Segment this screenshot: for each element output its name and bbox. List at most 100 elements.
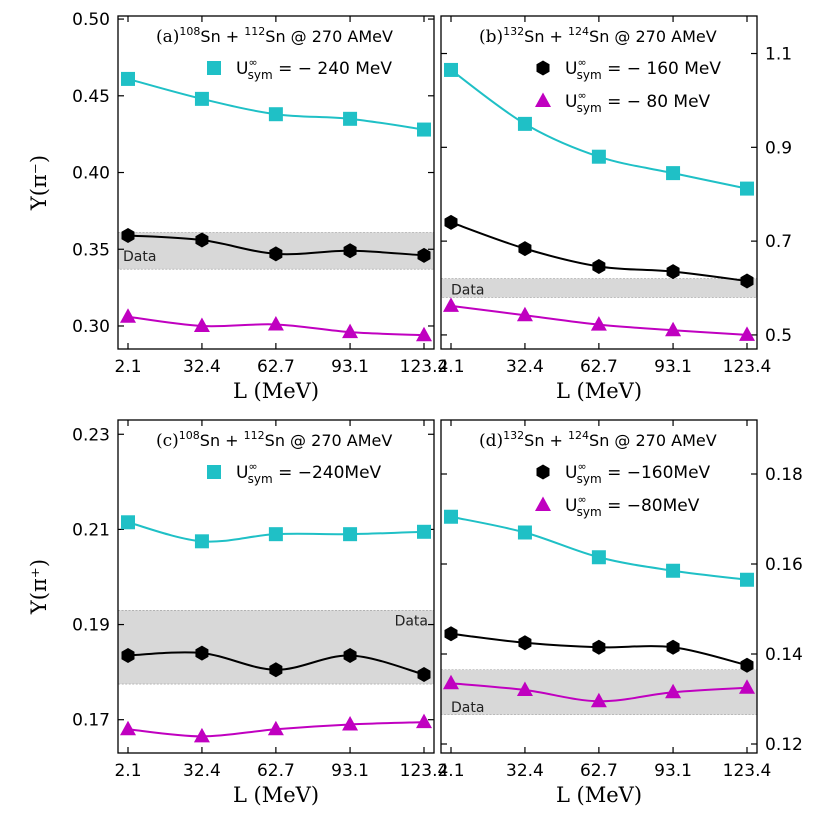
legend-sub: sym xyxy=(577,472,602,486)
legend-marker-soft xyxy=(536,60,550,76)
x-axis-title: L (MeV) xyxy=(556,379,642,403)
x-tick-label: 123.4 xyxy=(400,761,449,781)
marker-stiff xyxy=(121,515,135,530)
element-symbol: Sn xyxy=(524,27,544,46)
beam-energy: @ 270 AMeV xyxy=(609,27,716,46)
x-tick-label: 62.7 xyxy=(580,761,618,781)
marker-super_soft xyxy=(443,297,459,312)
marker-super_soft xyxy=(739,326,755,341)
legend-marker-stiff xyxy=(207,61,221,75)
marker-stiff xyxy=(417,524,431,539)
x-tick-label: 32.4 xyxy=(506,357,544,377)
x-tick-label: 32.4 xyxy=(506,761,544,781)
series-line-stiff xyxy=(450,69,748,190)
panel-c: Data 2.1 32.4 62.7 93.1 123.4 0.17 0.19 0.21 0.23… xyxy=(27,419,449,807)
legend-sup: ∞ xyxy=(248,460,257,473)
legend-sup: ∞ xyxy=(577,56,586,69)
marker-stiff xyxy=(194,534,209,549)
marker-soft xyxy=(121,647,135,663)
y-tick-label: 0.12 xyxy=(765,735,803,755)
marker-stiff xyxy=(740,572,754,587)
series-line-stiff xyxy=(450,515,748,581)
legend-value: = −160MeV xyxy=(602,463,711,483)
marker-super_soft xyxy=(416,326,432,342)
marker-stiff xyxy=(666,166,681,181)
marker-stiff xyxy=(591,550,606,565)
marker-super_soft xyxy=(590,692,607,708)
legend-sub: sym xyxy=(577,101,602,115)
marker-stiff xyxy=(517,525,532,540)
marker-soft xyxy=(417,667,431,683)
marker-super_soft xyxy=(267,315,284,331)
panel-b: Data 2.1 32.4 62.7 93.1 123.4 0.5 0.7 0.9 1.1 L (M… xyxy=(437,15,792,403)
marker-super_soft xyxy=(416,713,432,729)
marker-stiff xyxy=(268,527,283,542)
marker-soft xyxy=(592,639,606,655)
legend-u: U xyxy=(565,463,577,483)
marker-super_soft xyxy=(665,321,682,337)
legend-entry: U∞ sym = − 240 MeV xyxy=(236,56,392,82)
marker-super_soft xyxy=(443,674,459,690)
marker-super_soft xyxy=(120,308,136,323)
mass-number: 132 xyxy=(503,429,524,442)
marker-super_soft xyxy=(193,727,210,743)
legend-entry: U∞ sym = −240MeV xyxy=(236,460,382,486)
data-band-label: Data xyxy=(451,282,484,298)
legend-entry: U∞ sym = − 80 MeV xyxy=(565,89,711,115)
marker-soft xyxy=(269,246,283,262)
y-tick-label: 0.40 xyxy=(72,164,110,184)
legend-entry: U∞ sym = − 160 MeV xyxy=(565,56,721,82)
y-tick-label: 0.45 xyxy=(72,87,110,107)
mass-number: 132 xyxy=(503,25,524,38)
marker-stiff xyxy=(417,122,431,137)
data-band xyxy=(440,669,758,716)
element-symbol: Sn xyxy=(589,431,609,450)
legend-sup: ∞ xyxy=(248,56,257,69)
plus-sign: + xyxy=(544,27,568,46)
data-band-label: Data xyxy=(395,613,428,629)
marker-super_soft xyxy=(590,316,607,331)
marker-super_soft xyxy=(342,323,359,339)
x-tick-label: 2.1 xyxy=(437,761,464,781)
mass-number: 108 xyxy=(179,25,200,38)
legend-sup: ∞ xyxy=(577,89,586,102)
element-symbol: Sn xyxy=(265,27,285,46)
y-axis-title: Y(π⁻) xyxy=(27,155,51,211)
legend-u: U xyxy=(565,92,577,112)
element-symbol: Sn xyxy=(589,27,609,46)
marker-super_soft xyxy=(193,317,210,332)
y-tick-label: 0.19 xyxy=(72,616,110,636)
mass-number: 124 xyxy=(568,25,589,38)
y-tick-label: 0.7 xyxy=(765,232,792,252)
legend-value: = − 240 MeV xyxy=(273,59,393,79)
legend-u: U xyxy=(565,59,577,79)
legend-u: U xyxy=(236,463,248,483)
x-tick-label: 123.4 xyxy=(723,761,772,781)
legend-value: = − 160 MeV xyxy=(602,59,722,79)
panel-label: (a) xyxy=(156,27,179,47)
marker-super_soft xyxy=(665,683,682,699)
panel-d: Data 2.1 32.4 62.7 93.1 123.4 0.12 0.14 0.16 0.18… xyxy=(437,419,803,807)
plus-sign: + xyxy=(544,431,568,450)
legend-marker-super_soft xyxy=(535,92,551,107)
y-axis-title: Y(π⁺) xyxy=(27,559,51,615)
legend-value: = −240MeV xyxy=(273,463,382,483)
beam-energy: @ 270 AMeV xyxy=(286,27,393,46)
y-tick-label: 0.35 xyxy=(72,240,110,260)
x-tick-label: 62.7 xyxy=(580,357,618,377)
panel-a: Data 2.1 32.4 62.7 93.1 123.4 0.30 0.35 0.40 0.45… xyxy=(27,10,448,403)
marker-soft xyxy=(195,232,209,248)
data-band xyxy=(440,278,758,298)
marker-super_soft xyxy=(739,679,755,694)
beam-energy: @ 270 AMeV xyxy=(609,431,716,450)
x-tick-label: 93.1 xyxy=(654,357,692,377)
data-band-label: Data xyxy=(451,700,484,716)
panel-title: (b)132Sn + 124Sn @ 270 AMeV xyxy=(479,25,717,47)
marker-stiff xyxy=(591,149,606,164)
marker-stiff xyxy=(343,527,358,542)
x-axis-title: L (MeV) xyxy=(556,783,642,807)
marker-stiff xyxy=(444,509,458,524)
y-tick-label: 0.21 xyxy=(72,520,110,540)
element-symbol: Sn xyxy=(200,431,220,450)
marker-stiff xyxy=(740,181,754,196)
